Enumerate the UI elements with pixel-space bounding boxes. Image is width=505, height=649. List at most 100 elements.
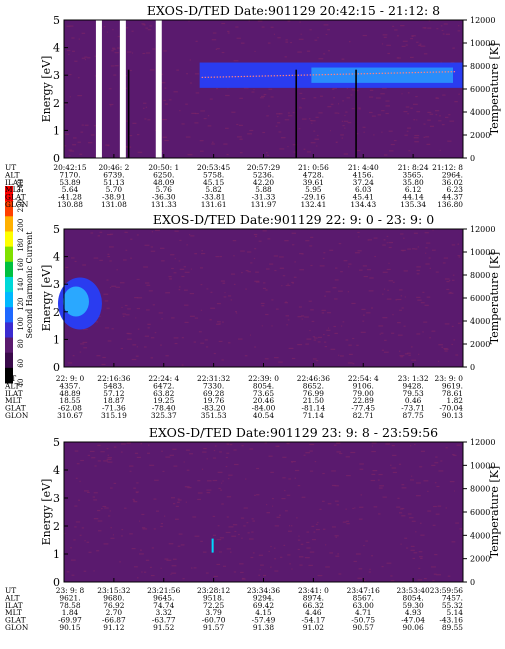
noise-speck <box>401 93 403 95</box>
noise-speck <box>148 290 153 292</box>
noise-speck <box>281 497 286 500</box>
noise-speck <box>249 448 254 450</box>
noise-speck <box>409 56 414 58</box>
noise-speck <box>426 242 431 244</box>
noise-speck <box>160 344 162 346</box>
noise-speck <box>309 245 313 247</box>
noise-speck <box>194 535 200 537</box>
noise-speck <box>82 328 88 330</box>
noise-speck <box>271 497 274 500</box>
noise-speck <box>451 541 456 543</box>
noise-speck <box>374 255 377 258</box>
noise-speck <box>74 526 77 528</box>
noise-speck <box>127 333 132 335</box>
noise-speck <box>285 315 289 317</box>
noise-speck <box>147 444 150 446</box>
y-tick-label: 1 <box>53 333 60 346</box>
table-cell: 131.08 <box>101 200 127 209</box>
noise-speck <box>240 42 245 44</box>
noise-speck <box>379 333 381 335</box>
noise-speck <box>255 271 259 273</box>
noise-speck <box>336 442 341 444</box>
colorbar-tick-label: 200 <box>17 219 25 232</box>
noise-speck <box>373 506 378 508</box>
spectrogram-background <box>64 229 463 367</box>
noise-speck <box>413 137 419 139</box>
noise-speck <box>177 498 180 500</box>
noise-speck <box>378 473 383 476</box>
noise-speck <box>79 480 81 482</box>
noise-speck <box>394 29 398 31</box>
noise-speck <box>228 295 232 297</box>
emission-blob-inner <box>62 286 89 317</box>
y-tick-label: 0 <box>53 152 60 165</box>
noise-speck <box>297 343 303 346</box>
noise-speck <box>345 508 347 510</box>
temperature-trace-dot <box>426 71 429 73</box>
noise-speck <box>120 443 126 445</box>
panel-title: EXOS-D/TED Date:901129 22: 9: 0 - 23: 9:… <box>153 212 434 227</box>
table-cell: 6.12 <box>405 185 421 194</box>
noise-speck <box>287 319 290 321</box>
noise-speck <box>235 311 238 313</box>
noise-speck <box>186 469 190 471</box>
noise-speck <box>351 107 355 110</box>
temperature-trace-dot <box>270 75 273 77</box>
noise-speck <box>129 533 133 535</box>
noise-speck <box>409 517 414 519</box>
noise-speck <box>347 122 352 124</box>
noise-speck <box>76 463 80 465</box>
temperature-trace-dot <box>402 72 405 74</box>
noise-speck <box>297 316 302 318</box>
noise-speck <box>339 355 344 357</box>
noise-speck <box>68 155 71 157</box>
noise-speck <box>155 229 160 231</box>
noise-speck <box>300 33 302 35</box>
noise-speck <box>215 87 218 90</box>
noise-speck <box>149 566 152 569</box>
noise-speck <box>119 561 121 563</box>
noise-speck <box>125 314 130 316</box>
noise-speck <box>97 460 101 462</box>
colorbar-swatch <box>5 337 13 354</box>
table-row-label: ILAT <box>5 178 23 187</box>
colorbar-tick-label: 140 <box>17 278 25 291</box>
noise-speck <box>287 20 291 22</box>
noise-speck <box>419 522 422 524</box>
noise-speck <box>245 288 247 290</box>
noise-speck <box>424 232 429 234</box>
noise-speck <box>141 527 146 529</box>
noise-speck <box>139 549 142 551</box>
noise-speck <box>193 567 197 569</box>
noise-speck <box>149 69 155 71</box>
noise-speck <box>333 97 336 99</box>
table-cell: 23:28:12 <box>197 586 230 595</box>
noise-speck <box>64 282 68 284</box>
noise-speck <box>109 103 114 106</box>
noise-speck <box>211 39 217 41</box>
temperature-trace-dot <box>441 71 444 73</box>
noise-speck <box>447 140 452 142</box>
noise-speck <box>448 114 451 116</box>
noise-speck <box>64 133 70 135</box>
noise-speck <box>219 537 224 539</box>
noise-speck <box>410 107 413 109</box>
noise-speck <box>213 449 216 452</box>
noise-speck <box>236 123 239 126</box>
noise-speck <box>358 568 363 570</box>
noise-speck <box>407 113 409 115</box>
noise-speck <box>439 115 441 117</box>
table-cell: 90.13 <box>442 411 463 420</box>
noise-speck <box>83 570 87 572</box>
table-row-label: ALT <box>4 593 20 602</box>
temperature-trace-dot <box>261 75 264 77</box>
noise-speck <box>297 485 301 487</box>
noise-speck <box>69 150 75 152</box>
table-cell: 90.15 <box>59 623 80 632</box>
noise-speck <box>259 569 261 571</box>
noise-speck <box>395 299 397 301</box>
noise-speck <box>350 451 356 454</box>
noise-speck <box>226 154 229 156</box>
noise-speck <box>173 465 178 467</box>
noise-speck <box>288 347 294 350</box>
